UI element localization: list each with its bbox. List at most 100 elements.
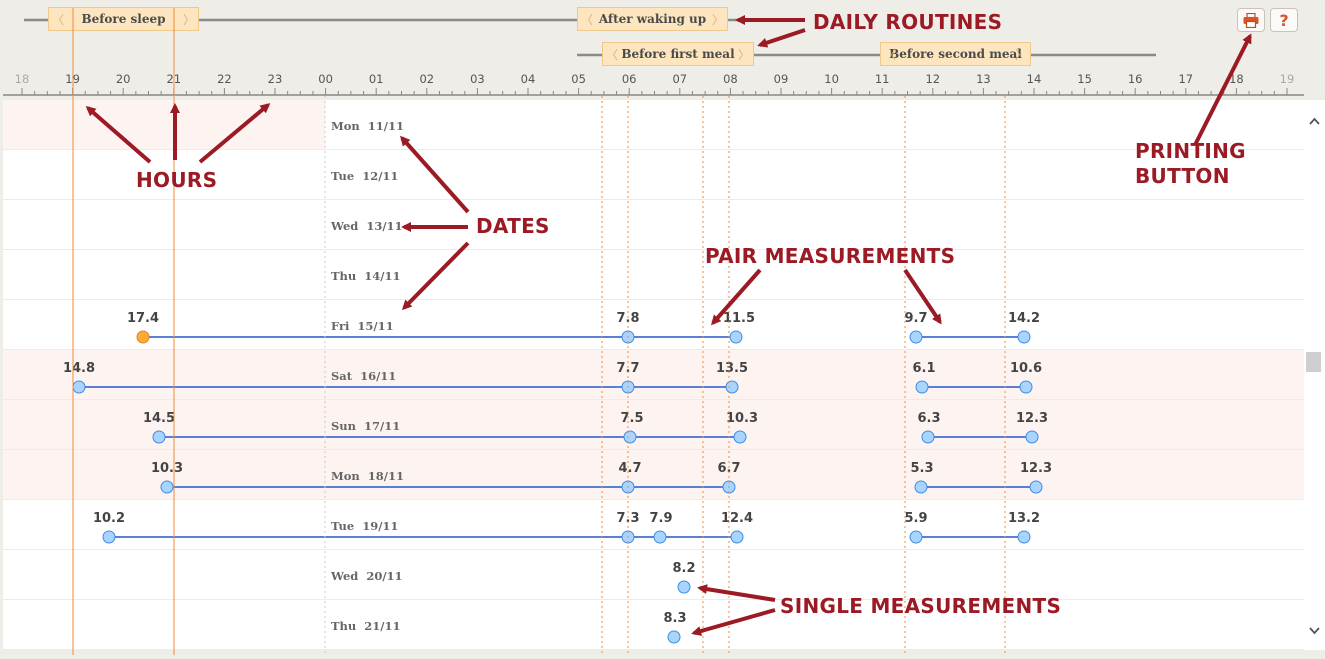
measurement-value: 10.6 — [1009, 361, 1043, 376]
date-label: Thu 14/11 — [331, 269, 401, 283]
day-row: Tue 19/11 — [3, 500, 1304, 550]
measurement-value: 12.3 — [1015, 411, 1049, 426]
day-date: 17/11 — [364, 419, 401, 433]
hour-label: 04 — [520, 72, 536, 86]
measurement-value: 7.3 — [616, 511, 640, 526]
hour-label: 13 — [976, 72, 991, 86]
day-date: 20/11 — [366, 569, 403, 583]
pair-connector — [630, 436, 740, 438]
routine-label: Before sleep — [81, 12, 166, 26]
measurement-value: 14.2 — [1007, 311, 1041, 326]
measurement-point[interactable] — [677, 580, 691, 594]
measurement-point[interactable] — [1019, 380, 1033, 394]
routine-before-second-meal[interactable]: 〈 Before second meal 〉 — [880, 42, 1031, 66]
pair-connector — [79, 386, 628, 388]
measurement-point[interactable] — [909, 530, 923, 544]
day-row: Sat 16/11 — [3, 350, 1304, 400]
hour-label: 02 — [419, 72, 435, 86]
date-label: Mon 18/11 — [331, 469, 404, 483]
help-label: ? — [1279, 10, 1289, 30]
measurement-point[interactable] — [1017, 330, 1031, 344]
scroll-up-icon — [1309, 117, 1320, 125]
measurement-point[interactable] — [136, 330, 150, 344]
routine-before-sleep[interactable]: 〈 Before sleep 〉 — [48, 7, 199, 31]
measurement-value: 13.2 — [1007, 511, 1041, 526]
hour-label: 07 — [672, 72, 688, 86]
day-name: Tue — [331, 519, 355, 533]
pair-connector — [628, 336, 736, 338]
date-label: Fri 15/11 — [331, 319, 394, 333]
measurement-point[interactable] — [915, 380, 929, 394]
measurement-value: 10.2 — [92, 511, 126, 526]
measurement-point[interactable] — [733, 430, 747, 444]
printer-icon — [1243, 12, 1259, 28]
routine-label: Before second meal — [889, 47, 1022, 61]
day-name: Mon — [331, 119, 360, 133]
day-row: Sun 17/11 — [3, 400, 1304, 450]
day-row: Mon 11/11 — [3, 100, 1304, 150]
measurement-point[interactable] — [653, 530, 667, 544]
day-name: Mon — [331, 469, 360, 483]
measurement-point[interactable] — [621, 380, 635, 394]
measurement-point[interactable] — [909, 330, 923, 344]
measurement-point[interactable] — [729, 330, 743, 344]
routine-before-first-meal[interactable]: 〈 Before first meal 〉 — [602, 42, 754, 66]
measurement-point[interactable] — [914, 480, 928, 494]
day-date: 14/11 — [364, 269, 401, 283]
date-label: Mon 11/11 — [331, 119, 404, 133]
vertical-scrollbar[interactable] — [1304, 100, 1325, 650]
day-date: 13/11 — [366, 219, 403, 233]
night-band — [3, 100, 325, 149]
hour-label: 22 — [217, 72, 232, 86]
hour-label: 00 — [318, 72, 333, 86]
measurement-value: 5.3 — [910, 461, 934, 476]
hour-label: 23 — [267, 72, 283, 86]
measurement-point[interactable] — [667, 630, 681, 644]
measurement-point[interactable] — [621, 330, 635, 344]
hour-label: 03 — [470, 72, 485, 86]
measurement-point[interactable] — [102, 530, 116, 544]
hour-label: 06 — [621, 72, 637, 86]
scroll-down-icon — [1309, 627, 1320, 635]
measurement-point[interactable] — [72, 380, 86, 394]
routine-after-waking[interactable]: 〈 After waking up 〉 — [577, 7, 728, 31]
measurement-value: 6.1 — [912, 361, 936, 376]
measurement-point[interactable] — [730, 530, 744, 544]
measurement-point[interactable] — [160, 480, 174, 494]
measurement-value: 14.5 — [142, 411, 176, 426]
day-date: 11/11 — [367, 119, 404, 133]
measurement-value: 10.3 — [150, 461, 184, 476]
measurement-point[interactable] — [722, 480, 736, 494]
measurement-value: 8.2 — [672, 561, 696, 576]
measurement-point[interactable] — [1029, 480, 1043, 494]
measurement-value: 7.7 — [616, 361, 640, 376]
hour-label: 20 — [115, 72, 131, 86]
measurement-point[interactable] — [623, 430, 637, 444]
measurement-value: 9.7 — [904, 311, 928, 326]
measurement-value: 17.4 — [126, 311, 160, 326]
print-button[interactable] — [1237, 8, 1265, 32]
help-button[interactable]: ? — [1270, 8, 1298, 32]
measurement-point[interactable] — [621, 480, 635, 494]
measurement-value: 6.3 — [917, 411, 941, 426]
day-date: 16/11 — [360, 369, 397, 383]
pair-connector — [922, 386, 1026, 388]
day-row: Thu 14/11 — [3, 250, 1304, 300]
measurement-point[interactable] — [152, 430, 166, 444]
measurement-point[interactable] — [1025, 430, 1039, 444]
measurement-value: 12.3 — [1019, 461, 1053, 476]
measurement-point[interactable] — [921, 430, 935, 444]
day-name: Wed — [331, 219, 359, 233]
measurement-value: 10.3 — [725, 411, 759, 426]
hour-label: 01 — [368, 72, 384, 86]
measurement-point[interactable] — [1017, 530, 1031, 544]
annotation-printing: PRINTING — [1135, 139, 1246, 163]
day-date: 21/11 — [364, 619, 401, 633]
pair-connector — [159, 436, 630, 438]
measurement-point[interactable] — [725, 380, 739, 394]
hour-label: 15 — [1077, 72, 1092, 86]
pair-connector — [916, 336, 1024, 338]
measurement-point[interactable] — [621, 530, 635, 544]
pair-connector — [916, 536, 1024, 538]
annotation-pair-measurements: PAIR MEASUREMENTS — [705, 244, 956, 268]
